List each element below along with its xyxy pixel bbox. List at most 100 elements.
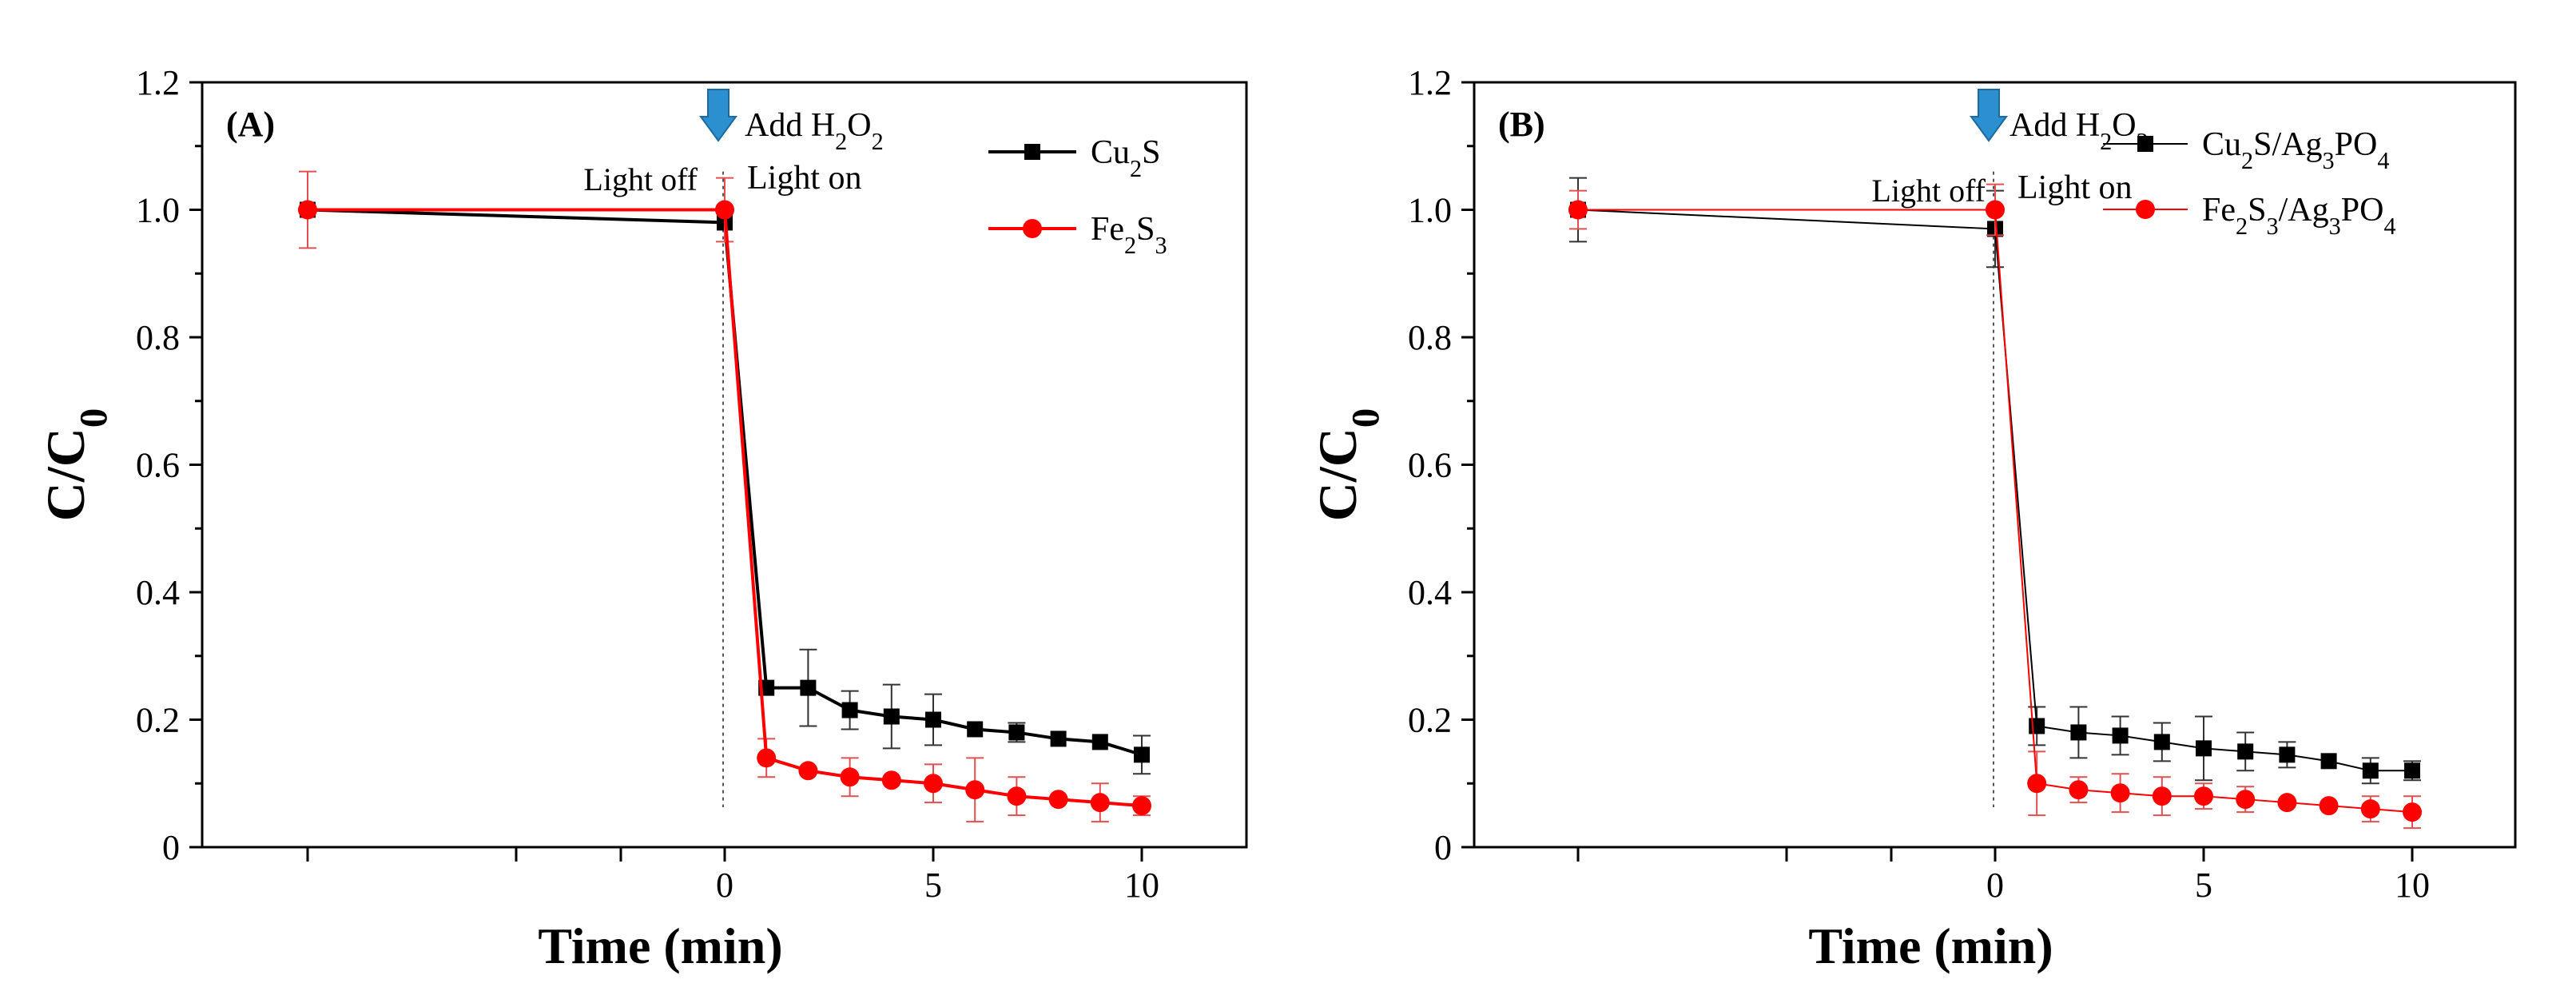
series-line	[308, 208, 1143, 808]
x-tick-label: 0	[716, 866, 733, 905]
y-tick-label: 0	[1434, 828, 1452, 867]
data-point-square	[2196, 740, 2212, 757]
legend-label: Cu2S	[1091, 134, 1161, 182]
data-point-circle	[1568, 200, 1588, 220]
data-point-circle	[2194, 786, 2213, 806]
data-point-square	[1091, 734, 1108, 750]
data-point-square	[2070, 724, 2087, 741]
data-point-square	[2362, 762, 2379, 779]
x-tick-label: 5	[2195, 866, 2212, 905]
data-point-circle	[840, 767, 860, 787]
y-tick-label: 0.6	[1408, 446, 1452, 485]
add-h2o2-label: Add H2O2	[745, 107, 884, 155]
data-point-circle	[1986, 200, 2005, 220]
data-point-circle	[2152, 786, 2172, 806]
data-point-circle	[1132, 796, 1151, 816]
y-tick-label: 1.0	[136, 191, 180, 230]
y-tick-label: 1.2	[1408, 63, 1452, 102]
light-on-label: Light on	[2017, 169, 2133, 206]
down-arrow-icon	[1970, 89, 2008, 142]
series-line	[307, 208, 1143, 757]
legend-marker-circle	[2136, 200, 2155, 219]
light-off-label: Light off	[1871, 173, 1986, 209]
y-tick-label: 0.8	[136, 318, 180, 357]
legend-entry: Fe2S3	[988, 211, 1167, 259]
x-tick-label: 5	[924, 866, 942, 905]
y-tick-label: 0.8	[1408, 318, 1452, 357]
data-point-circle	[298, 200, 317, 220]
data-point-circle	[2110, 783, 2130, 803]
data-point-circle	[715, 200, 734, 220]
data-point-circle	[924, 774, 943, 794]
panel-label: (B)	[1498, 105, 1545, 144]
data-point-circle	[965, 780, 985, 800]
down-arrow-icon	[699, 89, 737, 142]
data-point-circle	[1090, 793, 1110, 813]
data-point-circle	[2319, 796, 2339, 816]
data-point-square	[1134, 746, 1150, 763]
legend-label: Fe2S3/Ag3PO4	[2202, 192, 2396, 240]
add-h2o2-label: Add H2O2	[2010, 107, 2149, 155]
y-tick-label: 0	[162, 828, 180, 867]
data-point-square	[841, 702, 858, 718]
data-point-square	[2404, 762, 2420, 779]
y-tick-label: 0.2	[136, 701, 180, 740]
data-point-circle	[2236, 790, 2256, 810]
legend-entry: Fe2S3/Ag3PO4	[2103, 192, 2396, 240]
data-point-circle	[1007, 786, 1027, 806]
x-axis-label: Time (min)	[1808, 917, 2053, 974]
y-tick-label: 0.2	[1408, 701, 1452, 740]
data-point-circle	[881, 770, 901, 790]
data-point-square	[925, 711, 941, 728]
y-tick-label: 1.2	[136, 63, 180, 102]
series-line	[1578, 209, 2413, 814]
data-point-square	[2153, 734, 2170, 750]
data-point-square	[2112, 727, 2129, 744]
data-point-circle	[757, 748, 777, 768]
x-axis-label: Time (min)	[538, 917, 782, 974]
legend-label: Fe2S3	[1091, 211, 1167, 259]
y-tick-label: 0.6	[136, 446, 180, 485]
panel-label: (A)	[226, 105, 275, 144]
data-point-circle	[2277, 793, 2297, 813]
legend-entry: Cu2S/Ag3PO4	[2103, 126, 2389, 174]
chart-panel-a: 0 0.2 0.4 0.6 0.8 1.0 1.2 0 5 10 Time (min) C/C0 (A)…	[35, 63, 1248, 974]
legend-marker-square	[2137, 136, 2153, 152]
data-point-square	[2279, 746, 2296, 763]
y-tick-label: 0.4	[1408, 573, 1452, 612]
series-Fe2S3/Ag3PO4	[1568, 183, 2422, 830]
light-on-label: Light on	[747, 160, 862, 197]
data-point-square	[1008, 724, 1025, 741]
x-tick-label: 10	[1124, 866, 1159, 905]
data-point-square	[800, 679, 817, 696]
data-point-square	[2029, 718, 2045, 734]
series-Fe2S3	[298, 170, 1151, 823]
data-point-square	[1050, 730, 1067, 747]
series-Cu2S	[300, 201, 1151, 775]
legend-marker-circle	[1023, 219, 1042, 238]
series-Cu2S/Ag3PO4	[1569, 177, 2421, 785]
data-point-circle	[2027, 774, 2047, 794]
data-point-square	[2320, 753, 2337, 770]
y-axis-label: C/C0	[1307, 408, 1387, 522]
data-point-circle	[798, 761, 818, 781]
light-off-label: Light off	[583, 161, 698, 197]
x-tick-label: 0	[1986, 866, 2004, 905]
data-point-circle	[2360, 799, 2380, 819]
data-point-circle	[2069, 780, 2089, 800]
y-axis-label: C/C0	[35, 408, 115, 522]
data-point-circle	[2403, 802, 2422, 822]
y-tick-label: 1.0	[1408, 191, 1452, 230]
legend-marker-square	[1024, 144, 1040, 160]
data-point-square	[2237, 743, 2254, 760]
data-point-square	[883, 708, 900, 725]
data-point-circle	[1048, 790, 1068, 810]
y-tick-label: 0.4	[136, 573, 180, 612]
legend-entry: Cu2S	[988, 134, 1161, 182]
x-tick-label: 10	[2395, 866, 2430, 905]
series-line	[1577, 209, 2412, 772]
chart-panel-b: 0 0.2 0.4 0.6 0.8 1.0 1.2 0 5 10 Time (min) C/C0 (B)…	[1307, 63, 2517, 974]
data-point-square	[967, 721, 984, 738]
legend-label: Cu2S/Ag3PO4	[2202, 126, 2389, 174]
